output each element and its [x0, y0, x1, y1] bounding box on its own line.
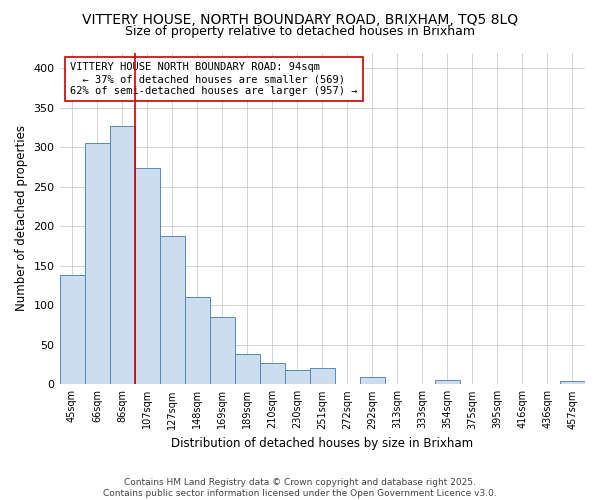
Bar — [209, 317, 235, 384]
Bar — [134, 168, 160, 384]
Bar — [260, 363, 285, 384]
Bar — [435, 380, 460, 384]
Bar — [185, 298, 209, 384]
Bar — [160, 236, 185, 384]
Text: VITTERY HOUSE NORTH BOUNDARY ROAD: 94sqm
  ← 37% of detached houses are smaller : VITTERY HOUSE NORTH BOUNDARY ROAD: 94sqm… — [70, 62, 358, 96]
Bar — [85, 144, 110, 384]
X-axis label: Distribution of detached houses by size in Brixham: Distribution of detached houses by size … — [171, 437, 473, 450]
Y-axis label: Number of detached properties: Number of detached properties — [15, 126, 28, 312]
Bar — [110, 126, 134, 384]
Bar — [235, 354, 260, 384]
Bar — [360, 377, 385, 384]
Bar — [59, 276, 85, 384]
Bar — [310, 368, 335, 384]
Bar — [560, 381, 585, 384]
Text: VITTERY HOUSE, NORTH BOUNDARY ROAD, BRIXHAM, TQ5 8LQ: VITTERY HOUSE, NORTH BOUNDARY ROAD, BRIX… — [82, 12, 518, 26]
Text: Size of property relative to detached houses in Brixham: Size of property relative to detached ho… — [125, 25, 475, 38]
Bar — [285, 370, 310, 384]
Text: Contains HM Land Registry data © Crown copyright and database right 2025.
Contai: Contains HM Land Registry data © Crown c… — [103, 478, 497, 498]
